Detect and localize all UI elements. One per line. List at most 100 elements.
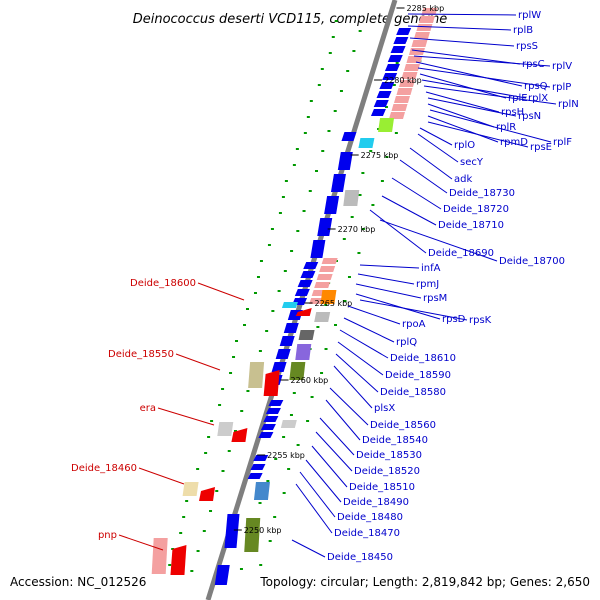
gc-dot <box>210 420 214 422</box>
gc-dot <box>327 130 331 132</box>
gc-dot <box>346 70 350 72</box>
label-leader-line <box>409 147 453 180</box>
gc-dot <box>284 180 288 182</box>
gene-feature-cds <box>297 280 313 287</box>
gene-feature-other <box>320 290 337 304</box>
gene-feature-rp <box>319 266 336 272</box>
gc-dot <box>196 550 200 552</box>
gc-dot <box>303 132 307 134</box>
gc-dot <box>282 436 286 438</box>
tick-label: 2260 kbp <box>291 376 329 385</box>
gene-feature-cds <box>387 55 403 62</box>
label-leader-line <box>417 67 551 88</box>
gene-label-forward: rplB <box>513 25 533 36</box>
label-leader-line <box>355 293 441 320</box>
gene-feature-cds <box>300 271 316 278</box>
gc-dot <box>302 210 306 212</box>
gene-feature-rna <box>199 487 216 501</box>
label-leader-line <box>311 445 348 488</box>
gc-dot <box>394 132 398 134</box>
gene-label-forward: rpsH <box>501 107 524 118</box>
gene-label-forward: Deide_18710 <box>438 220 504 231</box>
gc-dot <box>271 310 275 312</box>
gene-feature-rp <box>314 282 331 288</box>
gc-dot <box>369 150 373 152</box>
label-leader-line <box>407 25 512 31</box>
gc-dot <box>245 308 249 310</box>
label-leader-line <box>175 353 221 371</box>
tick-label: 2255 kbp <box>267 451 305 460</box>
gc-dot <box>273 516 277 518</box>
label-leader-line <box>427 103 495 128</box>
gene-label-forward: adk <box>454 174 472 185</box>
label-leader-line <box>427 121 529 148</box>
gene-feature-other <box>217 422 234 436</box>
gc-dot <box>259 564 263 566</box>
gene-feature-cds <box>390 46 406 53</box>
gene-feature-rp <box>151 538 168 574</box>
gene-feature-cds <box>330 174 346 192</box>
gc-dot <box>290 250 294 252</box>
gene-label-forward: Deide_18560 <box>370 420 436 431</box>
label-leader-line <box>409 37 515 47</box>
gene-feature-other <box>298 330 315 340</box>
gc-dot <box>339 90 343 92</box>
gc-dot <box>182 516 186 518</box>
gene-label-forward: Deide_18730 <box>449 188 515 199</box>
label-leader-line <box>333 365 373 409</box>
gene-label-forward: rpsK <box>469 315 492 326</box>
gene-label-forward: Deide_18540 <box>362 435 428 446</box>
gc-dot <box>270 228 274 230</box>
gene-feature-cds <box>310 240 326 258</box>
gene-feature-rp <box>416 24 433 31</box>
gene-label-forward: Deide_18480 <box>337 512 403 523</box>
gene-feature-other <box>378 118 395 132</box>
gc-dot <box>342 238 346 240</box>
label-leader-line <box>337 341 384 376</box>
label-leader-line <box>118 534 164 551</box>
tick-label: 2275 kbp <box>361 151 399 160</box>
gc-dot <box>239 568 243 570</box>
gene-feature-rp <box>418 16 435 23</box>
gene-label-forward: plsX <box>374 403 395 414</box>
gene-feature-cds <box>303 262 319 269</box>
label-leader-line <box>391 177 442 210</box>
gene-feature-cds <box>265 408 281 414</box>
gene-label-forward: rplO <box>454 140 475 151</box>
gene-feature-rna <box>263 370 280 396</box>
label-leader-line <box>413 55 551 67</box>
gene-feature-cds <box>376 91 392 98</box>
label-leader-line <box>295 483 333 534</box>
gene-feature-cds <box>396 28 412 35</box>
gene-feature-cds <box>275 349 291 359</box>
label-leader-line <box>335 353 379 393</box>
gene-label-forward: secY <box>460 157 484 168</box>
gc-dot <box>274 458 278 460</box>
gene-feature-rna <box>170 545 187 575</box>
gc-dot <box>207 436 211 438</box>
forward-labels-layer: rplWrplBrpsSrpsCrplVrpsQrplPrplErplXrplN… <box>291 10 579 563</box>
gene-feature-cds <box>279 336 295 346</box>
gene-label-reverse: era <box>140 403 156 414</box>
gene-label-forward: rplF <box>553 137 572 148</box>
gc-dot <box>235 340 239 342</box>
gene-label-forward: Deide_18590 <box>385 370 451 381</box>
gene-feature-rp <box>401 72 418 79</box>
gene-label-forward: rplQ <box>396 337 417 348</box>
tick-label: 2280 kbp <box>384 76 422 85</box>
gene-label-forward: Deide_18610 <box>390 353 456 364</box>
gene-label-forward: rpmJ <box>416 279 439 290</box>
gene-label-forward: Deide_18720 <box>443 204 509 215</box>
gc-dot <box>227 450 231 452</box>
gene-feature-cds <box>268 400 284 406</box>
gene-label-forward: rpmD <box>500 137 528 148</box>
gene-label-reverse: pnp <box>98 530 117 541</box>
gene-label-forward: Deide_18530 <box>356 450 422 461</box>
label-leader-line <box>359 264 420 269</box>
label-leader-line <box>359 299 468 321</box>
gene-label-forward: rpsN <box>518 111 541 122</box>
topology-text: Topology: circular; Length: 2,819,842 bp… <box>259 575 590 589</box>
gene-feature-other <box>280 420 297 428</box>
